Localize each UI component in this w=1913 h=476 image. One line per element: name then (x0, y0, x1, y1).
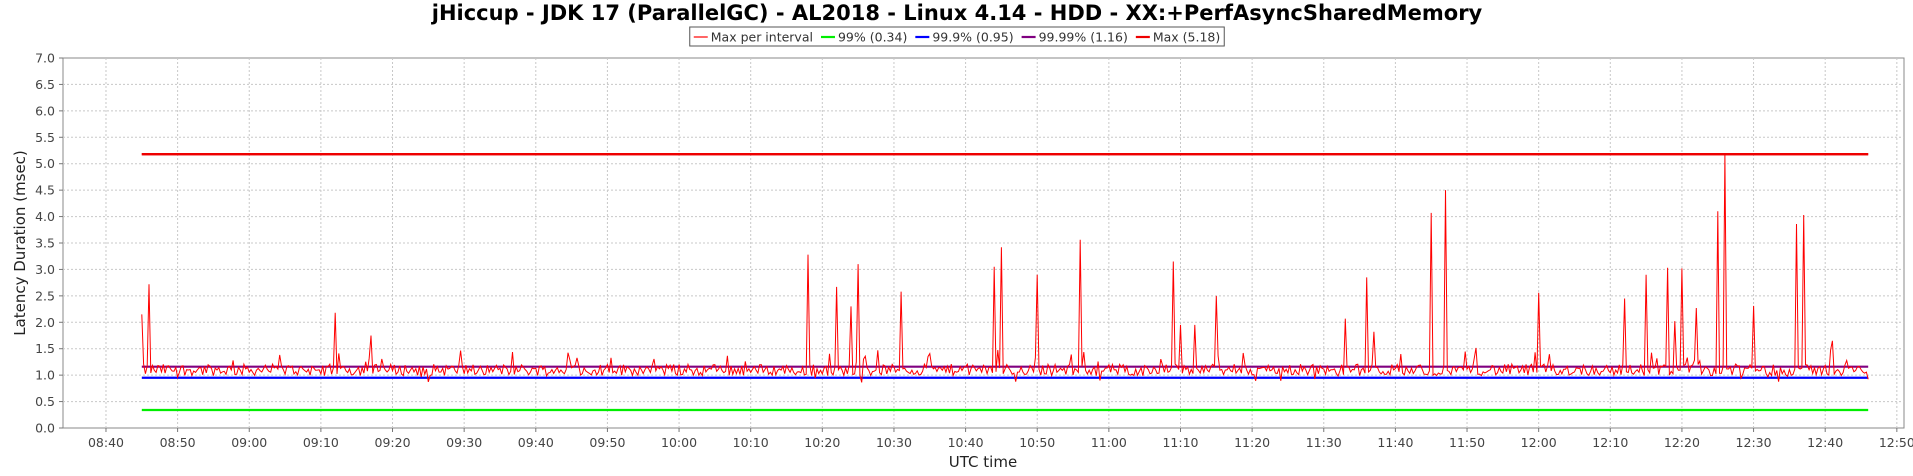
x-tick-label: 10:50 (1019, 435, 1055, 450)
x-tick-label: 10:00 (661, 435, 697, 450)
x-tick-label: 12:40 (1807, 435, 1843, 450)
x-tick-label: 12:00 (1521, 435, 1557, 450)
legend-label: Max per interval (711, 30, 813, 45)
y-tick-label: 3.5 (35, 236, 55, 251)
y-tick-label: 3.0 (35, 262, 55, 277)
legend-item: Max per interval (693, 30, 813, 45)
y-tick-label: 4.5 (35, 183, 55, 198)
x-axis: 08:40 08:50 09:00 09:10 09:20 09:30 09:40 09:50… (88, 428, 1913, 450)
x-tick-label: 09:00 (231, 435, 267, 450)
legend: Max per interval 99% (0.34) 99.9% (0.95) 99… (689, 26, 1225, 47)
y-axis-label: Latency Duration (msec) (11, 150, 29, 336)
y-tick-label: 4.0 (35, 209, 55, 224)
series-layer (141, 152, 1869, 412)
y-tick-label: 0.0 (35, 421, 55, 436)
y-tick-label: 1.5 (35, 341, 55, 356)
legend-label: 99.9% (0.95) (932, 30, 1013, 45)
x-tick-label: 11:50 (1449, 435, 1485, 450)
x-tick-label: 09:50 (589, 435, 625, 450)
y-axis: 0.0 0.5 1.0 1.5 2.0 2.5 3.0 3.5 4.0 4.5 5.0 5.5 6.0 6… (35, 51, 63, 436)
y-tick-label: 5.5 (35, 130, 55, 145)
x-tick-label: 10:10 (733, 435, 769, 450)
x-tick-label: 11:30 (1306, 435, 1342, 450)
legend-item: 99% (0.34) (820, 30, 907, 45)
x-tick-label: 10:40 (948, 435, 984, 450)
y-tick-label: 0.5 (35, 394, 55, 409)
x-tick-label: 09:20 (375, 435, 411, 450)
x-tick-label: 12:50 (1879, 435, 1913, 450)
x-tick-label: 10:30 (876, 435, 912, 450)
y-tick-label: 6.0 (35, 103, 55, 118)
legend-item: 99.99% (1.16) (1021, 30, 1128, 45)
legend-box (689, 26, 1225, 47)
x-tick-label: 11:40 (1377, 435, 1413, 450)
legend-label: 99.99% (1.16) (1039, 30, 1128, 45)
x-tick-label: 11:10 (1162, 435, 1198, 450)
legend-label: 99% (0.34) (838, 30, 907, 45)
x-tick-label: 08:50 (160, 435, 196, 450)
x-axis-label: UTC time (949, 453, 1017, 471)
x-tick-label: 09:10 (303, 435, 339, 450)
y-tick-label: 6.5 (35, 77, 55, 92)
chart-title: jHiccup - JDK 17 (ParallelGC) - AL2018 -… (431, 1, 1483, 25)
x-tick-label: 09:40 (518, 435, 554, 450)
x-tick-label: 08:40 (88, 435, 124, 450)
legend-label: Max (5.18) (1153, 30, 1220, 45)
x-tick-label: 12:30 (1736, 435, 1772, 450)
x-tick-label: 11:00 (1091, 435, 1127, 450)
x-tick-label: 12:10 (1592, 435, 1628, 450)
y-tick-label: 5.0 (35, 156, 55, 171)
legend-item: 99.9% (0.95) (915, 30, 1014, 45)
x-tick-label: 11:20 (1234, 435, 1270, 450)
series-line-max-per-interval (141, 154, 1869, 383)
y-tick-label: 2.0 (35, 315, 55, 330)
y-tick-label: 7.0 (35, 51, 55, 66)
grid (63, 58, 1904, 428)
x-tick-label: 12:20 (1664, 435, 1700, 450)
x-tick-label: 10:20 (804, 435, 840, 450)
legend-item: Max (5.18) (1135, 30, 1220, 45)
y-tick-label: 2.5 (35, 288, 55, 303)
y-tick-label: 1.0 (35, 368, 55, 383)
x-tick-label: 09:30 (446, 435, 482, 450)
